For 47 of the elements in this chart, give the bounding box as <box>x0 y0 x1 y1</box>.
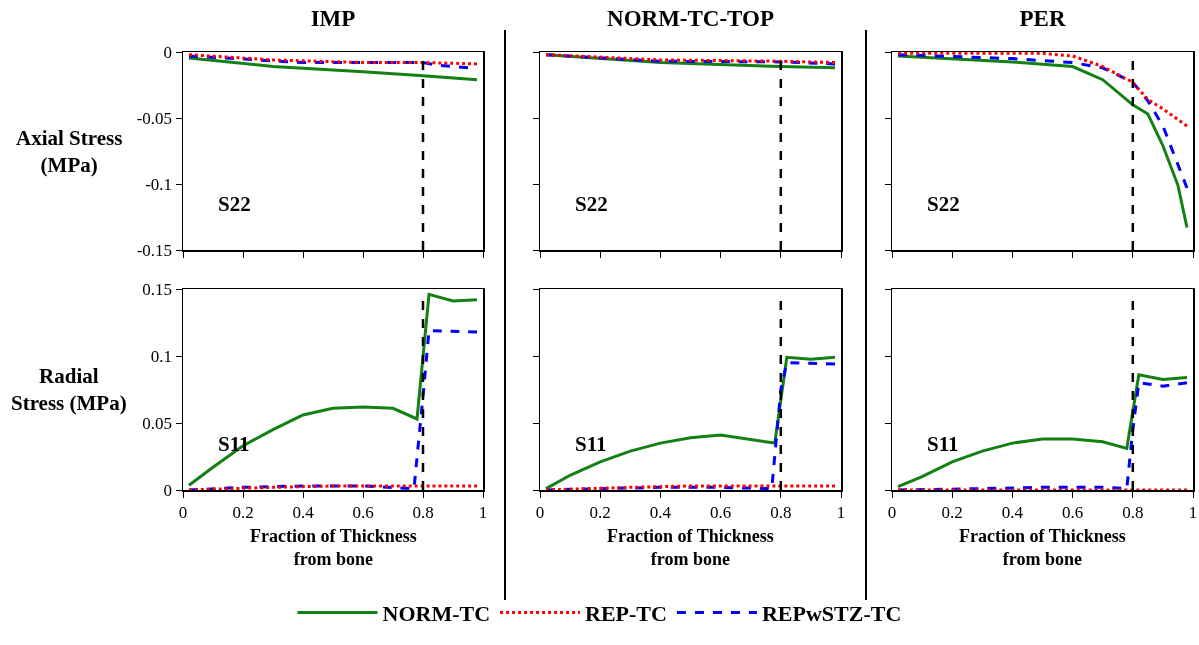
x-tick-label: 0.4 <box>649 502 672 522</box>
x-tick-label: 0 <box>178 502 188 522</box>
line-series <box>187 54 470 70</box>
y-axis-title: Axial Stress (MPa) <box>16 126 123 178</box>
annotation: S11 <box>575 432 607 456</box>
legend-label: REP-TC <box>585 601 667 627</box>
y-axis-title: Radial Stress (MPa) <box>11 364 127 416</box>
x-tick-label: 0.8 <box>412 502 434 522</box>
x-tick-label: 1 <box>478 502 488 522</box>
x-tick-label: 0 <box>887 502 897 522</box>
y-tick-label: 0 <box>163 42 173 62</box>
annotation: S22 <box>575 192 608 216</box>
x-axis-title: Fraction of Thickness from bone <box>250 526 417 570</box>
y-tick-label: 0 <box>163 480 173 500</box>
y-tick-label: 0.1 <box>150 346 173 366</box>
x-tick-label: 0.8 <box>770 502 792 522</box>
y-tick-label: -0.15 <box>136 240 173 260</box>
chart-title: NORM-TC-TOP <box>607 6 774 31</box>
x-tick-label: 0.6 <box>352 502 374 522</box>
legend-label: NORM-TC <box>382 601 491 627</box>
line-series <box>187 56 479 82</box>
chart-title: PER <box>1019 6 1066 31</box>
y-tick-label: -0.1 <box>145 174 173 194</box>
x-tick-label: 0.2 <box>232 502 254 522</box>
x-tick-label: 0.2 <box>941 502 963 522</box>
chart-title: IMP <box>310 6 356 31</box>
x-tick-label: 0.6 <box>1061 502 1084 522</box>
x-tick-label: 0.2 <box>589 502 611 522</box>
x-tick-label: 0.6 <box>709 502 732 522</box>
annotation: S11 <box>218 432 250 456</box>
y-tick-label: 0.15 <box>142 279 173 299</box>
x-tick-label: 1 <box>1188 502 1198 522</box>
x-tick-label: 0 <box>535 502 545 522</box>
x-tick-label: 1 <box>836 502 846 522</box>
line-series <box>187 292 479 487</box>
line-series <box>187 53 479 66</box>
annotation: S22 <box>927 192 960 216</box>
annotation: S11 <box>927 432 959 456</box>
y-tick-label: -0.05 <box>136 108 173 128</box>
legend-label: REPwSTZ-TC <box>761 601 902 627</box>
annotation: S22 <box>218 192 251 216</box>
x-tick-label: 0.8 <box>1122 502 1144 522</box>
y-tick-label: 0.05 <box>142 413 173 433</box>
x-axis-title: Fraction of Thickness from bone <box>607 526 774 570</box>
x-tick-label: 0.4 <box>1001 502 1024 522</box>
x-tick-label: 0.4 <box>292 502 315 522</box>
x-axis-title: Fraction of Thickness from bone <box>959 526 1126 570</box>
